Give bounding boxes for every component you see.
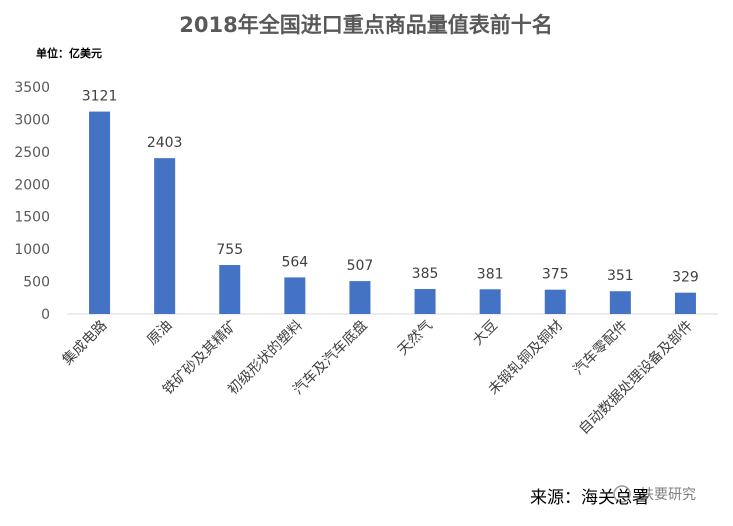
source-label: 来源：海关总署 <box>530 488 649 508</box>
unit-label: 单位：亿美元 <box>36 46 102 60</box>
bar <box>609 291 631 314</box>
bar <box>349 281 371 314</box>
bar <box>479 289 501 314</box>
category-labels: 集成电路 原油铁矿砂及其精矿初级形状的塑料汽车及汽车底盘 天然气 大豆未锻轧铜及铜材汽… <box>59 317 697 438</box>
bar <box>219 265 241 314</box>
chart-title: 2018年全国进口重点商品量值表前十名 <box>179 13 552 37</box>
bar <box>674 292 696 314</box>
category-label: 汽车零配件 <box>570 317 632 379</box>
category-label: 集成电路 <box>59 317 111 369</box>
y-axis: 0 500 1000 1500 2000 2500 3000 3500 <box>14 80 50 323</box>
y-tick-label: 1000 <box>14 242 50 258</box>
data-label: 564 <box>281 254 308 270</box>
watermark-text: 扶要研究 <box>640 487 696 503</box>
y-tick-label: 2000 <box>14 177 50 193</box>
data-label: 351 <box>607 268 634 284</box>
watermark: 扶要研究 <box>613 485 696 503</box>
category-label: 自动数据处理设备及部件 <box>575 317 696 438</box>
category-label: 天然气 <box>394 317 436 359</box>
bar <box>414 289 436 314</box>
y-tick-label: 500 <box>23 275 50 291</box>
y-tick-label: 3000 <box>14 112 50 128</box>
bars <box>89 111 696 314</box>
y-tick-label: 1500 <box>14 210 50 226</box>
data-labels: 3121 2403 755 564 507 385 381 375 351 329 <box>82 89 699 286</box>
data-label: 3121 <box>82 89 118 105</box>
data-label: 385 <box>412 266 439 282</box>
data-label: 381 <box>477 266 504 282</box>
data-label: 329 <box>672 270 699 286</box>
wechat-icon <box>613 485 631 503</box>
category-label: 原油 <box>144 318 175 349</box>
data-label: 2403 <box>147 135 183 151</box>
bar <box>154 158 176 314</box>
y-tick-label: 2500 <box>14 145 50 161</box>
bar <box>544 289 566 314</box>
y-tick-label: 3500 <box>14 80 50 96</box>
y-tick-label: 0 <box>41 307 50 323</box>
data-label: 375 <box>542 267 569 283</box>
bar <box>284 277 306 314</box>
category-label: 大豆 <box>470 318 501 349</box>
bar <box>89 111 111 314</box>
data-label: 507 <box>347 258 374 274</box>
data-label: 755 <box>216 242 243 258</box>
